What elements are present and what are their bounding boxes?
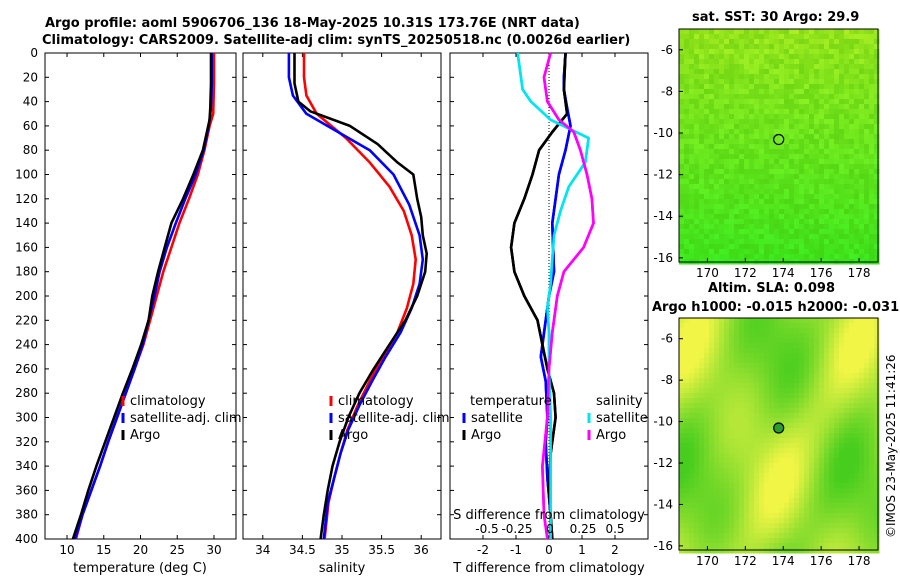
sla-map-title: Altim. SLA: 0.098 bbox=[708, 281, 835, 296]
temperature-legend-label: Argo bbox=[130, 428, 160, 443]
salinity-xlabel: salinity bbox=[319, 561, 366, 576]
difference-series-top-salinity-argo bbox=[541, 52, 595, 540]
salinity-series-argo bbox=[293, 53, 429, 540]
depth-tick-label: 140 bbox=[15, 216, 38, 230]
temperature-xtick-label: 30 bbox=[206, 543, 221, 557]
depth-tick-label: 80 bbox=[23, 143, 38, 157]
sst_map-frame bbox=[678, 28, 879, 263]
imos-credit: ©IMOS 23-May-2025 11:41:26 bbox=[884, 354, 898, 538]
salinity-xtick-label: 36 bbox=[414, 543, 429, 557]
depth-tick-label: 260 bbox=[15, 362, 38, 376]
difference-xtick-label: -2 bbox=[477, 543, 489, 557]
difference-legend-temp-label: Argo bbox=[471, 428, 501, 443]
depth-tick-label: 120 bbox=[15, 192, 38, 206]
difference-xtick-label: 2 bbox=[611, 543, 619, 557]
sst_map-ytick-label: -16 bbox=[653, 251, 673, 265]
difference-legend-sal-label: satellite bbox=[596, 411, 648, 426]
difference-x2tick-label: -0.25 bbox=[501, 522, 532, 536]
sst_map-ytick-label: -14 bbox=[653, 209, 673, 223]
profile-title: Argo profile: aoml 5906706_136 18-May-20… bbox=[45, 16, 580, 31]
sla-argo-title: Argo h1000: -0.015 h2000: -0.031 bbox=[652, 300, 900, 315]
sst-map-title: sat. SST: 30 Argo: 29.9 bbox=[692, 10, 860, 25]
sla_map-ytick-label: -16 bbox=[653, 539, 673, 553]
sla_map-ytick-label: -6 bbox=[661, 332, 673, 346]
difference-xlabel: T difference from climatology bbox=[452, 561, 645, 576]
depth-tick-label: 220 bbox=[15, 313, 38, 327]
sst_map-xtick-label: 174 bbox=[772, 266, 795, 280]
temperature-series-argo bbox=[71, 53, 213, 540]
sst_map-ytick-label: -6 bbox=[661, 43, 673, 57]
difference-legend-temp-label: satellite bbox=[471, 411, 523, 426]
difference-xtick-label: 0 bbox=[545, 543, 553, 557]
sla_map-ytick-label: -14 bbox=[653, 497, 673, 511]
difference-x2tick-label: 0 bbox=[546, 522, 554, 536]
depth-tick-label: 60 bbox=[23, 119, 38, 133]
depth-tick-label: 160 bbox=[15, 240, 38, 254]
sla_map-xtick-label: 172 bbox=[734, 554, 757, 568]
salinity-xtick-label: 35 bbox=[334, 543, 349, 557]
salinity-legend-label: climatology bbox=[338, 394, 414, 409]
depth-tick-label: 100 bbox=[15, 168, 38, 182]
salinity-legend-label: satellite-adj. clim bbox=[338, 411, 450, 426]
temperature-xtick-label: 15 bbox=[96, 543, 111, 557]
salinity-xtick-label: 34.5 bbox=[289, 543, 316, 557]
salinity-legend-label: Argo bbox=[338, 428, 368, 443]
sst_map-xtick-label: 172 bbox=[734, 266, 757, 280]
difference-legend-sal-title: salinity bbox=[596, 394, 643, 409]
sla_map-ytick-label: -12 bbox=[653, 456, 673, 470]
temperature-xtick-label: 20 bbox=[133, 543, 148, 557]
depth-tick-label: 300 bbox=[15, 411, 38, 425]
depth-tick-label: 40 bbox=[23, 95, 38, 109]
depth-tick-label: 380 bbox=[15, 508, 38, 522]
sst_map-xtick-label: 176 bbox=[810, 266, 833, 280]
temperature-xtick-label: 25 bbox=[170, 543, 185, 557]
sla_map-xtick-label: 170 bbox=[696, 554, 719, 568]
climatology-title: Climatology: CARS2009. Satellite-adj cli… bbox=[42, 33, 631, 48]
difference-x2tick-label: 0.25 bbox=[570, 522, 597, 536]
temperature-legend-label: climatology bbox=[130, 394, 206, 409]
difference-legend-temp-title: temperature bbox=[470, 394, 552, 409]
sla_map-ytick-label: -8 bbox=[661, 373, 673, 387]
salinity-xtick-label: 35.5 bbox=[368, 543, 395, 557]
depth-tick-label: 400 bbox=[15, 532, 38, 546]
sla_map-ytick-label: -10 bbox=[653, 415, 673, 429]
difference-series-top-salinity-satellite bbox=[516, 52, 590, 539]
sst_map-xtick-label: 170 bbox=[696, 266, 719, 280]
sst_map-argo-marker bbox=[773, 133, 785, 146]
sla_map-xtick-label: 176 bbox=[810, 554, 833, 568]
sst_map-field bbox=[679, 29, 880, 265]
sst_map-ytick-label: -8 bbox=[661, 84, 673, 98]
depth-tick-label: 180 bbox=[15, 265, 38, 279]
sla_map-argo-marker bbox=[773, 422, 785, 434]
sla_map-xtick-label: 178 bbox=[848, 554, 871, 568]
depth-tick-label: 340 bbox=[15, 459, 38, 473]
temperature-xtick-label: 10 bbox=[59, 543, 74, 557]
difference-x2tick-label: -0.5 bbox=[475, 522, 498, 536]
temperature-xlabel: temperature (deg C) bbox=[73, 561, 207, 576]
sla_map-field bbox=[679, 318, 880, 554]
salinity-series-satellite-adj-clim bbox=[287, 53, 425, 540]
depth-tick-label: 0 bbox=[30, 46, 38, 60]
temperature-legend-label: satellite-adj. clim bbox=[130, 411, 242, 426]
depth-tick-label: 200 bbox=[15, 289, 38, 303]
sla_map-xtick-label: 174 bbox=[772, 554, 795, 568]
depth-tick-label: 360 bbox=[15, 483, 38, 497]
depth-tick-label: 280 bbox=[15, 386, 38, 400]
depth-tick-label: 20 bbox=[23, 70, 38, 84]
sla_map-frame bbox=[678, 317, 879, 551]
difference-x2tick-label: 0.5 bbox=[605, 522, 624, 536]
difference-x2label: S difference from climatology bbox=[453, 508, 645, 523]
salinity-xtick-label: 34 bbox=[255, 543, 270, 557]
difference-xtick-label: 1 bbox=[578, 543, 586, 557]
sst_map-ytick-label: -12 bbox=[653, 168, 673, 182]
sst_map-xtick-label: 178 bbox=[848, 266, 871, 280]
sst_map-ytick-label: -10 bbox=[653, 126, 673, 140]
difference-legend-sal-label: Argo bbox=[596, 428, 626, 443]
depth-tick-label: 240 bbox=[15, 338, 38, 352]
difference-xtick-label: -1 bbox=[510, 543, 522, 557]
depth-tick-label: 320 bbox=[15, 435, 38, 449]
